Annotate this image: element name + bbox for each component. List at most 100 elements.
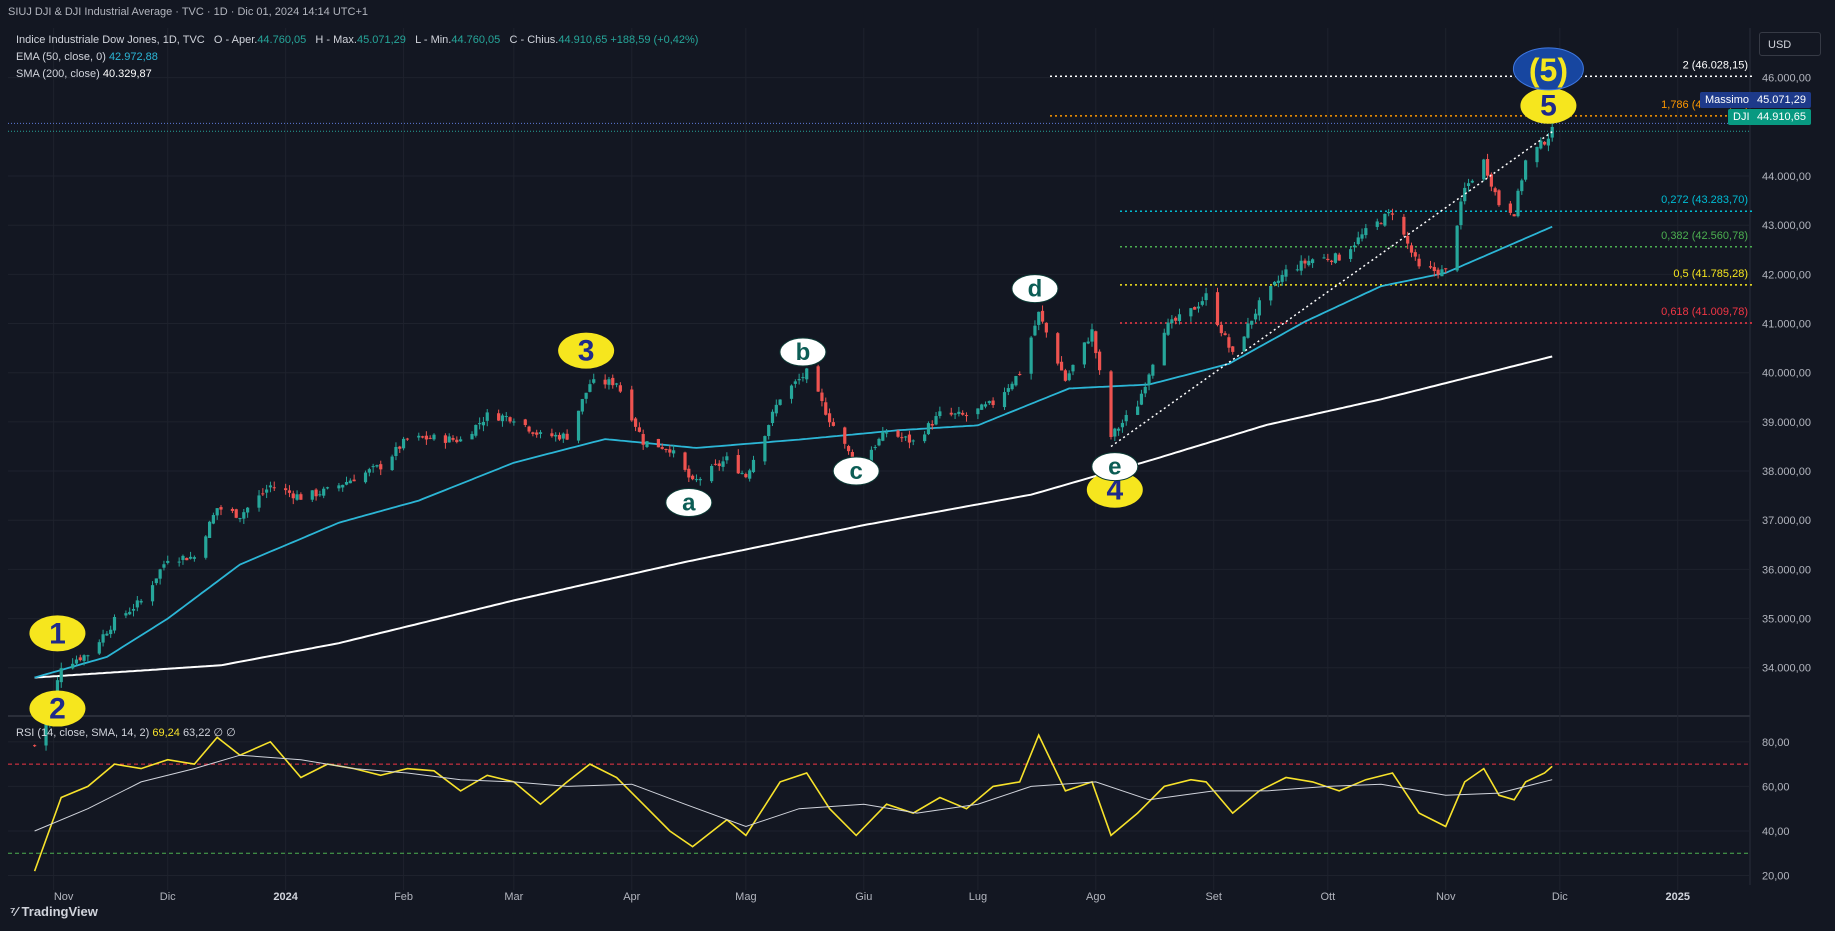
- fib-level-label: 0,618 (41.009,78): [1661, 306, 1748, 318]
- candle-body: [991, 400, 995, 406]
- tradingview-logo[interactable]: ⁷⁄ TradingView: [10, 904, 98, 919]
- candle-body: [614, 383, 619, 385]
- candle-body: [805, 368, 809, 380]
- candle-body: [1037, 311, 1041, 325]
- y-tick-label: 34.000,00: [1762, 663, 1811, 675]
- candle-body: [580, 399, 584, 412]
- sma-200-line: [34, 355, 1553, 679]
- candle-body: [390, 456, 394, 471]
- y-tick-label: 40.000,00: [1762, 368, 1811, 380]
- x-tick-label: Nov: [54, 891, 74, 903]
- candle-body: [192, 557, 196, 559]
- candle-body: [371, 466, 375, 468]
- rsi-tick-label: 40,00: [1762, 826, 1790, 838]
- candle-body: [1242, 336, 1246, 352]
- wave-label: 1: [49, 617, 66, 650]
- fib-level-label: 0,5 (41.785,28): [1673, 268, 1748, 280]
- candle-body: [1280, 274, 1284, 282]
- candle-body: [831, 422, 835, 426]
- x-tick-label: Dic: [160, 891, 176, 903]
- x-tick-label: Dic: [1552, 891, 1568, 903]
- candle-body: [1272, 281, 1277, 285]
- close-label: C - Chius.: [509, 34, 559, 46]
- rsi-tick-label: 20,00: [1762, 871, 1790, 883]
- candle-body: [432, 434, 436, 440]
- candle-body: [428, 437, 432, 439]
- candle-body: [820, 392, 824, 401]
- wave-label: (5): [1529, 52, 1568, 88]
- candle-body: [451, 437, 455, 440]
- candle-body: [1360, 234, 1364, 239]
- candle-body: [234, 509, 238, 518]
- candle-body: [1428, 266, 1433, 268]
- candle-body: [1040, 310, 1045, 322]
- candle-body: [1310, 259, 1315, 264]
- candle-body: [1094, 331, 1098, 354]
- candle-body: [204, 536, 208, 558]
- candle-body: [1120, 422, 1125, 428]
- candle-body: [485, 412, 489, 421]
- candle-body: [698, 478, 702, 481]
- x-tick-label: Lug: [969, 891, 987, 903]
- candle-body: [1455, 225, 1459, 271]
- candle-body: [748, 470, 752, 479]
- candle-body: [363, 472, 368, 483]
- ema-label: EMA (50, close, 0): [16, 51, 106, 63]
- candle-body: [694, 479, 699, 481]
- y-tick-label: 35.000,00: [1762, 614, 1811, 626]
- candle-body: [1269, 285, 1273, 301]
- candle-body: [554, 434, 558, 437]
- rsi-extra: ∅ ∅: [213, 727, 236, 739]
- candle-body: [1413, 252, 1417, 257]
- candle-body: [1090, 329, 1094, 342]
- rsi-value: 69,24: [152, 727, 180, 739]
- sma-legend[interactable]: SMA (200, close) 40.329,87: [16, 68, 152, 80]
- x-tick-label: Ott: [1320, 891, 1335, 903]
- high-value: 45.071,29: [356, 34, 406, 46]
- candle-body: [1333, 253, 1338, 263]
- candle-body: [611, 377, 615, 386]
- y-tick-label: 39.000,00: [1762, 417, 1811, 429]
- rsi-tick-label: 60,00: [1762, 781, 1790, 793]
- wave-label: b: [796, 339, 811, 366]
- candle-body: [44, 722, 48, 746]
- candle-body: [1196, 306, 1201, 309]
- candle-body: [112, 617, 117, 631]
- rsi-legend[interactable]: RSI (14, close, SMA, 14, 2) 69,24 63,22 …: [16, 726, 236, 739]
- candle-body: [1482, 159, 1486, 180]
- candle-body: [291, 493, 295, 499]
- candle-body: [1219, 324, 1223, 334]
- candle-body: [949, 412, 953, 415]
- candle-body: [1364, 228, 1368, 236]
- ema-legend[interactable]: EMA (50, close, 0) 42.972,88: [16, 51, 158, 63]
- candle-body: [740, 472, 744, 474]
- candle-body: [923, 434, 927, 442]
- candle-body: [633, 418, 638, 427]
- candle-body: [341, 484, 345, 488]
- candle-body: [1002, 392, 1007, 408]
- candle-body: [1508, 203, 1512, 213]
- rsi-series-line: [34, 754, 1553, 832]
- candle-body: [645, 441, 649, 447]
- candle-body: [215, 508, 219, 516]
- currency-selector[interactable]: USD: [1759, 32, 1821, 56]
- candle-body: [287, 490, 292, 493]
- candle-body: [261, 493, 265, 495]
- candle-body: [230, 508, 235, 511]
- candle-body: [538, 432, 543, 434]
- candle-body: [1231, 346, 1235, 352]
- candle-body: [1246, 323, 1250, 338]
- candle-body: [1444, 268, 1448, 270]
- candle-body: [375, 465, 379, 467]
- candle-body: [953, 413, 957, 415]
- candle-body: [1512, 214, 1516, 217]
- candle-body: [1409, 245, 1414, 253]
- candle-body: [1303, 260, 1307, 264]
- low-label: L - Min.: [415, 34, 452, 46]
- candle-body: [474, 424, 478, 436]
- wave-label: 3: [578, 335, 595, 368]
- candle-body: [592, 379, 596, 383]
- candle-body: [1215, 292, 1220, 326]
- candle-body: [964, 415, 969, 417]
